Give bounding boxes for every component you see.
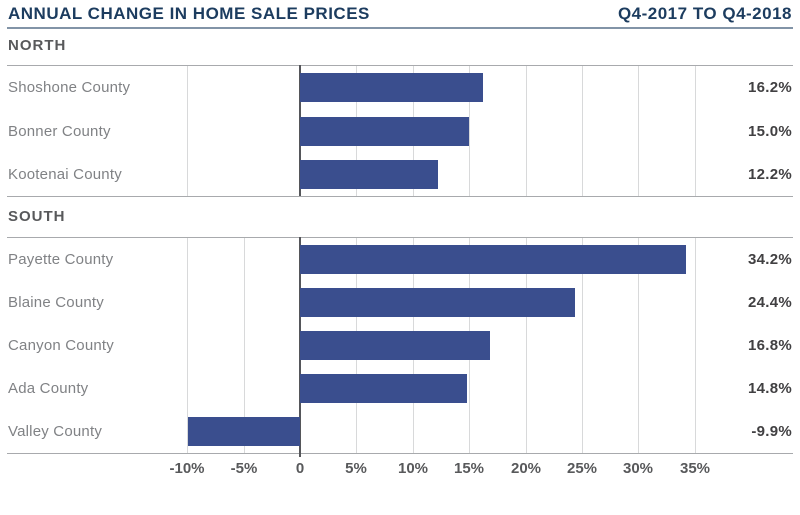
value-label-bonner-county: 15.0% xyxy=(747,123,792,140)
gridline-south--5 xyxy=(244,238,245,453)
bar-bonner-county xyxy=(300,117,469,146)
value-label-kootenai-county: 12.2% xyxy=(747,166,792,183)
gridline-south-25 xyxy=(582,238,583,453)
bar-shoshone-county xyxy=(300,73,483,102)
value-label-canyon-county: 16.8% xyxy=(747,337,792,354)
bar-valley-county xyxy=(188,417,300,446)
category-label-blaine-county: Blaine County xyxy=(8,294,104,311)
gridline-south-35 xyxy=(695,238,696,453)
bar-blaine-county xyxy=(300,288,575,317)
section-label-south: SOUTH xyxy=(8,208,66,225)
bar-kootenai-county xyxy=(300,160,438,189)
category-label-bonner-county: Bonner County xyxy=(8,123,111,140)
value-label-blaine-county: 24.4% xyxy=(747,294,792,311)
gridline-south-30 xyxy=(638,238,639,453)
chart-bottom-border-north xyxy=(7,196,793,197)
x-tick-label-0: 0 xyxy=(295,460,305,477)
gridline-north-20 xyxy=(526,66,527,196)
category-label-shoshone-county: Shoshone County xyxy=(8,79,131,96)
gridline-north--10 xyxy=(187,66,188,196)
x-tick-label-5: 5% xyxy=(345,460,367,477)
header-divider xyxy=(7,27,793,29)
gridline-north-30 xyxy=(638,66,639,196)
x-tick-label-35: 35% xyxy=(679,460,711,477)
category-label-ada-county: Ada County xyxy=(8,380,89,397)
value-label-shoshone-county: 16.2% xyxy=(747,79,792,96)
category-label-kootenai-county: Kootenai County xyxy=(8,166,122,183)
x-tick-label-30: 30% xyxy=(622,460,654,477)
bar-payette-county xyxy=(300,245,686,274)
x-tick-label-10: 10% xyxy=(397,460,429,477)
chart-top-border-north xyxy=(7,65,793,66)
gridline-north-35 xyxy=(695,66,696,196)
value-label-payette-county: 34.2% xyxy=(747,251,792,268)
gridline-south--10 xyxy=(187,238,188,453)
section-label-north: NORTH xyxy=(8,37,67,54)
category-label-payette-county: Payette County xyxy=(8,251,114,268)
x-tick-label-neg5: -5% xyxy=(230,460,258,477)
page-title: ANNUAL CHANGE IN HOME SALE PRICES xyxy=(8,4,370,23)
category-label-canyon-county: Canyon County xyxy=(8,337,114,354)
x-tick-label-neg10: -10% xyxy=(169,460,205,477)
gridline-north-25 xyxy=(582,66,583,196)
bar-ada-county xyxy=(300,374,467,403)
gridline-north-15 xyxy=(469,66,470,196)
x-tick-label-20: 20% xyxy=(510,460,542,477)
x-tick-label-25: 25% xyxy=(566,460,598,477)
bar-canyon-county xyxy=(300,331,490,360)
value-label-ada-county: 14.8% xyxy=(747,380,792,397)
category-label-valley-county: Valley County xyxy=(8,423,103,440)
chart-bottom-border-south xyxy=(7,453,793,454)
x-tick-label-15: 15% xyxy=(453,460,485,477)
value-label-valley-county: -9.9% xyxy=(751,423,792,440)
report-period: Q4-2017 TO Q4-2018 xyxy=(617,4,792,23)
gridline-south-20 xyxy=(526,238,527,453)
chart-top-border-south xyxy=(7,237,793,238)
